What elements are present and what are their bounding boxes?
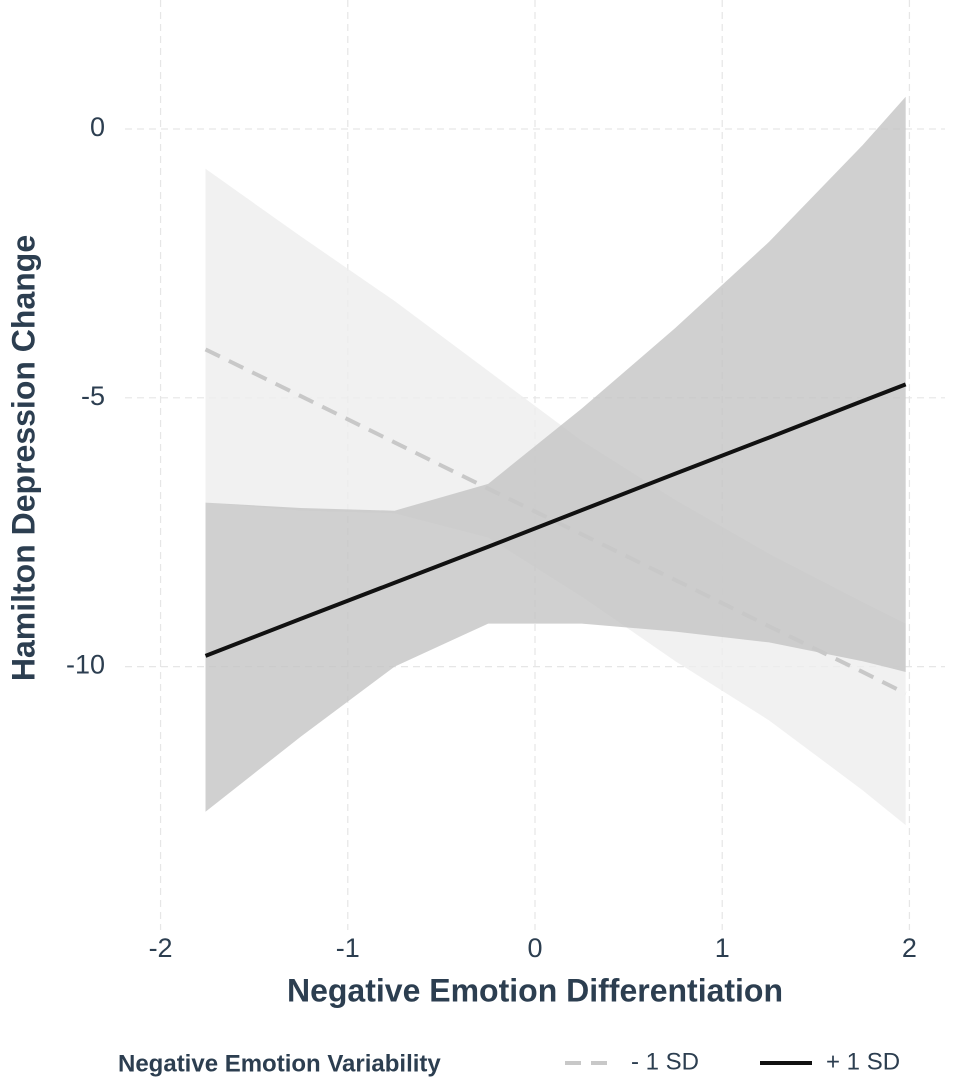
legend-label: - 1 SD xyxy=(631,1048,699,1075)
y-tick-label: -5 xyxy=(81,381,105,411)
confidence-band xyxy=(205,96,906,812)
y-tick-label: 0 xyxy=(90,112,105,142)
x-tick-label: -2 xyxy=(149,933,173,963)
line xyxy=(204,347,907,696)
x-axis-title: Negative Emotion Differentiation xyxy=(287,972,783,1008)
y-axis-title: Hamilton Depression Change xyxy=(5,235,41,681)
x-tick-label: 2 xyxy=(902,933,917,963)
x-tick-label: -1 xyxy=(336,933,360,963)
x-tick-label: 1 xyxy=(715,933,730,963)
x-tick-label: 0 xyxy=(527,933,542,963)
line xyxy=(204,382,907,658)
legend-title: Negative Emotion Variability xyxy=(118,1050,441,1077)
y-tick-label: -10 xyxy=(66,650,105,680)
legend-label: + 1 SD xyxy=(826,1048,900,1075)
